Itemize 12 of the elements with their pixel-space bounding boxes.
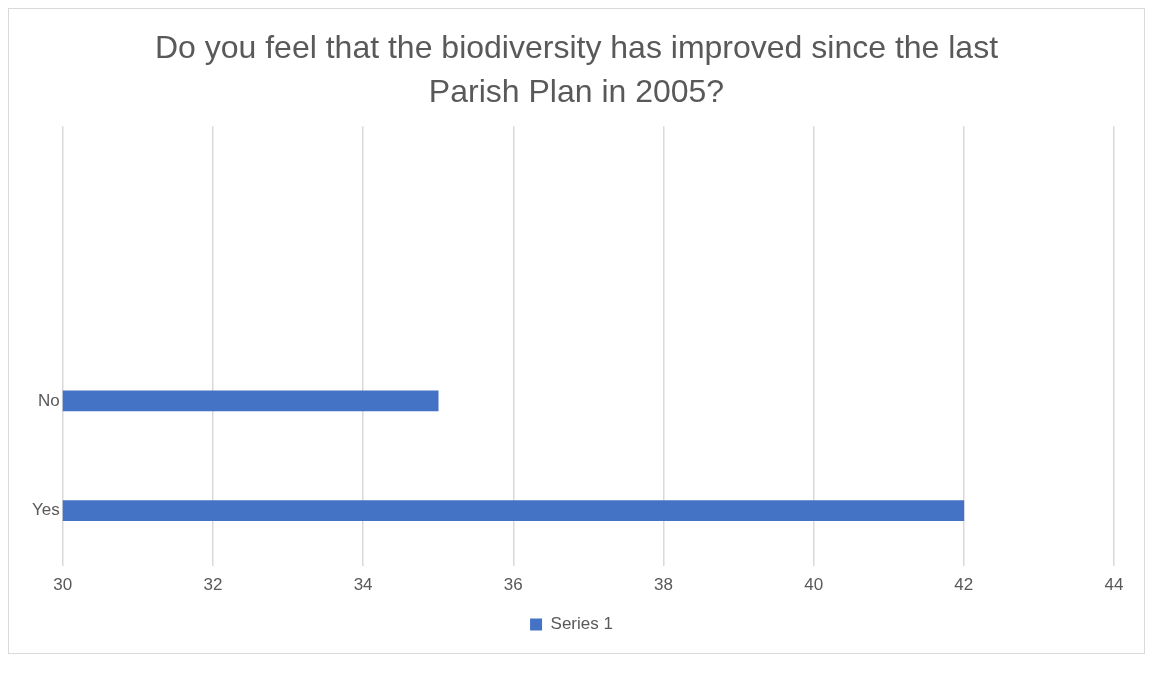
y-tick-label: No: [38, 390, 60, 410]
chart-title: Do you feel that the biodiversity has improved since the last Parish Plan in 2005?: [153, 28, 1000, 111]
x-tick-label: 34: [353, 575, 373, 595]
y-tick-label: Yes: [32, 500, 60, 520]
x-tick-label: 32: [203, 575, 223, 595]
x-tick-label: 40: [804, 575, 824, 595]
x-tick-label: 36: [503, 575, 523, 595]
x-tick-label: 42: [954, 575, 974, 595]
legend-label: Series 1: [550, 614, 613, 634]
x-tick-label: 38: [654, 575, 673, 595]
x-tick-label: 30: [53, 575, 73, 595]
x-tick-label: 44: [1104, 575, 1124, 595]
